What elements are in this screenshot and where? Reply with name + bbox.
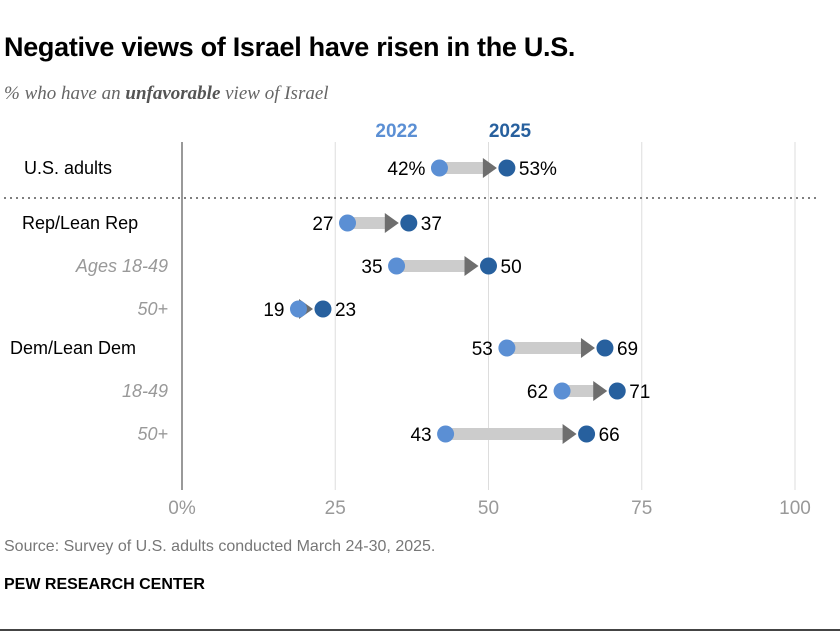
- arrow-shaft: [506, 342, 583, 354]
- value-label-2025: 66: [599, 425, 620, 446]
- arrow-head: [384, 213, 399, 233]
- dot-2022: [289, 300, 307, 318]
- dot-2022: [553, 382, 571, 400]
- chart-subtitle: % who have an unfavorable view of Israel: [4, 83, 329, 105]
- value-label-2025: 50: [501, 257, 522, 278]
- arrow-head: [580, 338, 595, 358]
- source-note: Source: Survey of U.S. adults conducted …: [4, 538, 436, 555]
- dot-2022: [388, 257, 406, 275]
- x-tick-label: 75: [631, 498, 652, 519]
- value-label-2025: 71: [629, 382, 650, 403]
- arrow-head: [482, 158, 497, 178]
- subtitle-text: % who have an: [4, 83, 126, 104]
- value-label-2022: 19: [263, 300, 284, 321]
- arrow-head: [593, 381, 608, 401]
- value-label-2022: 35: [361, 257, 382, 278]
- dot-2025: [480, 257, 497, 275]
- row-label: Ages 18-49: [75, 256, 168, 276]
- arrow-shaft: [439, 162, 485, 174]
- dot-2022: [339, 214, 357, 232]
- dot-2022: [437, 425, 455, 443]
- brand-logo-text: PEW RESEARCH CENTER: [4, 576, 205, 593]
- dot-2022: [498, 339, 516, 357]
- legend-2022: 2022: [375, 121, 417, 142]
- dot-2025: [498, 159, 516, 177]
- row-label: 18-49: [122, 381, 168, 401]
- x-tick-label: 100: [779, 498, 811, 519]
- dot-2025: [608, 382, 626, 400]
- dot-2025: [596, 339, 614, 357]
- value-label-2025: 69: [617, 339, 638, 360]
- dot-2025: [314, 300, 332, 318]
- value-label-2025: 23: [335, 300, 356, 321]
- subtitle-text-end: view of Israel: [220, 83, 329, 104]
- bottom-rule: [0, 629, 840, 631]
- arrow-head: [464, 256, 479, 276]
- arrow-shaft: [396, 260, 467, 272]
- x-tick-label: 50: [478, 498, 499, 519]
- x-tick-label: 0%: [168, 498, 196, 519]
- legend-2025: 2025: [489, 121, 532, 142]
- row-label: Dem/Lean Dem: [10, 338, 136, 358]
- chart-title: Negative views of Israel have risen in t…: [4, 32, 576, 62]
- row-label: 50+: [137, 424, 168, 444]
- value-label-2025: 53%: [519, 159, 557, 180]
- arrow-head: [562, 424, 577, 444]
- value-label-2022: 27: [312, 214, 333, 235]
- value-label-2022: 43: [410, 425, 431, 446]
- row-label: Rep/Lean Rep: [22, 213, 138, 233]
- value-label-2025: 37: [421, 214, 442, 235]
- value-label-2022: 42%: [387, 159, 425, 180]
- subtitle-emphasis: unfavorable: [125, 83, 221, 104]
- dot-2025: [400, 214, 418, 232]
- row-label: 50+: [137, 299, 168, 319]
- arrow-shaft: [445, 428, 565, 440]
- row-label: U.S. adults: [24, 158, 112, 178]
- arrow-shaft: [347, 217, 387, 229]
- value-label-2022: 62: [527, 382, 548, 403]
- dot-2025: [578, 425, 596, 443]
- value-label-2022: 53: [472, 339, 493, 360]
- arrow-shaft: [562, 385, 596, 397]
- dot-2022: [430, 159, 448, 177]
- dot-arrow-chart: 0% 25 50 75 100 2022 2025 U.S. adults 42% 53% Rep/…: [4, 121, 820, 519]
- x-tick-label: 25: [325, 498, 346, 519]
